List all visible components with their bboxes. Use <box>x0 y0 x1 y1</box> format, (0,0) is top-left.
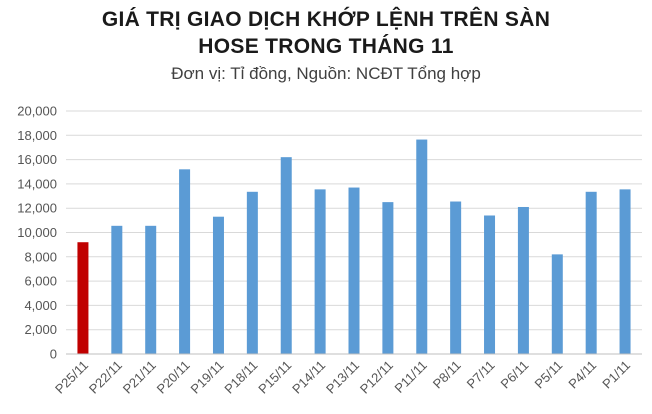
bar-p25-11 <box>77 242 89 354</box>
bar-p5-11 <box>551 254 563 354</box>
x-axis-ticks: P25/11P22/11P21/11P20/11P19/11P18/11P15/… <box>52 358 633 397</box>
bar-p12-11 <box>382 202 394 354</box>
bar-p1-11 <box>619 189 631 354</box>
bar-p21-11 <box>145 225 157 354</box>
y-tick-label: 4,000 <box>24 298 57 313</box>
y-tick-label: 6,000 <box>24 274 57 289</box>
x-tick-label: P6/11 <box>498 358 532 392</box>
x-tick-label: P13/11 <box>323 358 362 397</box>
y-tick-label: 2,000 <box>24 322 57 337</box>
bar-p8-11 <box>450 201 462 354</box>
x-tick-label: P1/11 <box>599 358 633 392</box>
y-tick-label: 0 <box>50 347 57 362</box>
y-tick-label: 8,000 <box>24 249 57 264</box>
x-tick-label: P21/11 <box>120 358 159 397</box>
y-tick-label: 16,000 <box>17 152 57 167</box>
x-tick-label: P19/11 <box>188 358 227 397</box>
bar-p15-11 <box>280 157 292 354</box>
chart-title-line2: HOSE TRONG THÁNG 11 <box>198 35 454 58</box>
x-tick-label: P11/11 <box>392 358 430 396</box>
y-tick-label: 20,000 <box>17 104 57 119</box>
bar-p7-11 <box>484 215 496 354</box>
y-tick-label: 18,000 <box>17 128 57 143</box>
x-tick-label: P25/11 <box>52 358 91 397</box>
bar-p13-11 <box>348 187 360 354</box>
bar-p6-11 <box>517 206 529 354</box>
x-tick-label: P8/11 <box>430 358 464 392</box>
x-tick-label: P22/11 <box>86 358 125 397</box>
y-tick-label: 12,000 <box>17 201 57 216</box>
x-tick-label: P5/11 <box>531 358 565 392</box>
chart-title: GIÁ TRỊ GIAO DỊCH KHỚP LỆNH TRÊN SÀN HOS… <box>0 6 652 60</box>
x-tick-label: P20/11 <box>154 358 193 397</box>
bar-p20-11 <box>179 169 191 354</box>
x-tick-label: P7/11 <box>464 358 498 392</box>
chart-title-line1: GIÁ TRỊ GIAO DỊCH KHỚP LỆNH TRÊN SÀN <box>101 8 551 31</box>
x-tick-label: P15/11 <box>255 358 294 397</box>
bar-p11-11 <box>416 139 428 354</box>
y-tick-label: 10,000 <box>17 225 57 240</box>
x-tick-label: P4/11 <box>565 358 599 392</box>
y-tick-label: 14,000 <box>17 176 57 191</box>
x-tick-label: P18/11 <box>221 358 260 397</box>
bar-p19-11 <box>212 216 224 354</box>
bar-p4-11 <box>585 191 597 354</box>
bar-p22-11 <box>111 225 123 354</box>
bar-p14-11 <box>314 189 326 354</box>
bars <box>77 139 631 354</box>
bar-p18-11 <box>246 191 258 354</box>
x-tick-label: P14/11 <box>289 358 328 397</box>
y-axis-ticks: 0 2,000 4,000 6,000 8,000 10,000 12,000 14,000 1… <box>17 104 57 362</box>
chart-subtitle: Đơn vị: Tỉ đồng, Nguồn: NCĐT Tổng hợp <box>171 64 481 83</box>
x-tick-label: P12/11 <box>357 358 396 397</box>
